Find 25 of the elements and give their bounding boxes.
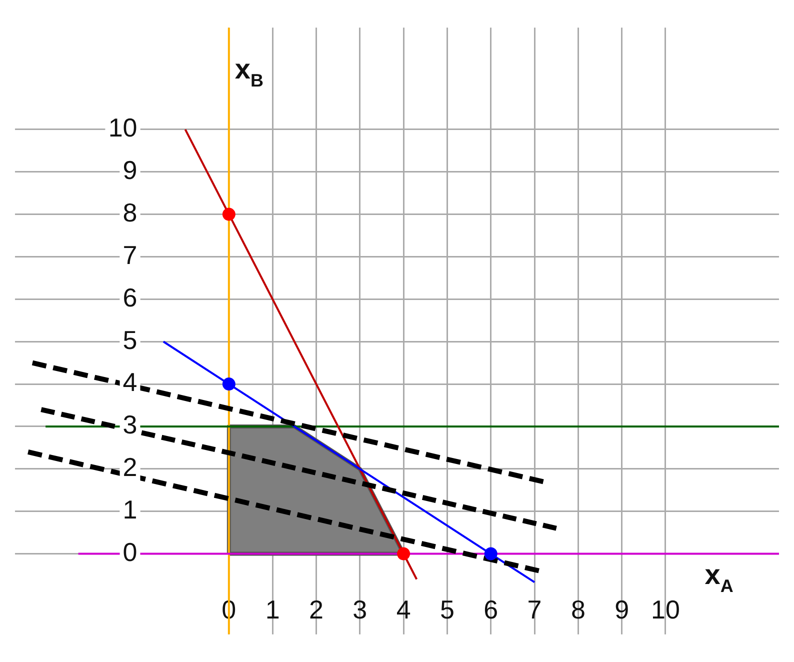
x-tick-label: 5 [440,594,454,625]
x-tick-label: 1 [265,594,280,625]
point [222,208,236,221]
y-tick-label: 10 [108,112,138,143]
point [484,547,498,560]
x-tick-label: 9 [614,594,630,625]
point [222,378,236,391]
y-tick-label: 4 [122,367,138,398]
y-tick-label: 8 [122,197,138,228]
x-tick-label: 10 [651,594,680,625]
y-tick-label: 7 [122,240,138,270]
x-tick-label: 2 [309,594,324,625]
x-tick-label: 6 [484,594,498,625]
point [397,547,410,560]
y-tick-label: 9 [122,155,138,186]
y-tick-label: 6 [122,282,138,312]
y-tick-label: 0 [122,536,138,567]
x-tick-label: 7 [527,594,542,625]
y-tick-label: 2 [122,452,138,482]
x-tick-label: 4 [396,594,411,625]
y-tick-label: 1 [122,494,138,525]
x-tick-label: 8 [570,594,586,625]
x-tick-label: 3 [352,594,368,625]
y-tick-label: 5 [122,324,138,355]
y-tick-label: 3 [122,410,138,440]
